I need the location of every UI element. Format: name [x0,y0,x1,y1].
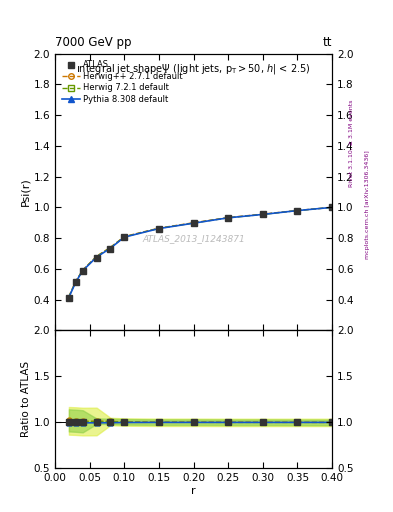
Text: ATLAS_2013_I1243871: ATLAS_2013_I1243871 [142,234,245,244]
X-axis label: r: r [191,486,196,496]
Text: Rivet 3.1.10, ≥ 3.1M events: Rivet 3.1.10, ≥ 3.1M events [349,100,354,187]
Y-axis label: Ratio to ATLAS: Ratio to ATLAS [21,361,31,437]
Text: tt: tt [323,36,332,49]
Text: 7000 GeV pp: 7000 GeV pp [55,36,132,49]
Text: Integral jet shape$\Psi$ (light jets, p$_\mathregular{T}$$>$50, $h|$ < 2.5): Integral jet shape$\Psi$ (light jets, p$… [76,62,311,76]
Legend: ATLAS, Herwig++ 2.7.1 default, Herwig 7.2.1 default, Pythia 8.308 default: ATLAS, Herwig++ 2.7.1 default, Herwig 7.… [59,58,185,106]
Y-axis label: Psi(r): Psi(r) [21,178,31,206]
Text: mcplots.cern.ch [arXiv:1306.3436]: mcplots.cern.ch [arXiv:1306.3436] [365,151,370,259]
